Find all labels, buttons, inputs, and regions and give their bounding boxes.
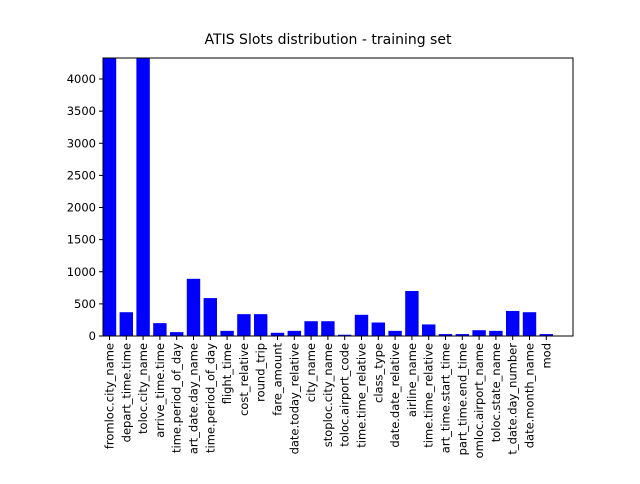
x-tick-label: omloc.airport_name — [472, 343, 486, 458]
x-tick-label: flight_time — [220, 343, 234, 404]
x-tick-label: city_name — [304, 343, 318, 402]
bar — [388, 330, 402, 336]
x-tick-label: toloc.state_name — [489, 343, 503, 442]
bar — [270, 332, 285, 336]
bar — [304, 321, 318, 336]
y-tick-label: 2000 — [67, 201, 96, 215]
bar — [237, 314, 251, 336]
x-tick-label: depart_time.time — [119, 343, 133, 442]
x-tick-label: time.period_of_day — [203, 343, 217, 453]
x-tick-label: part_time.end_time — [455, 343, 469, 455]
bar — [422, 324, 436, 336]
x-tick-label: date.month_name — [523, 343, 537, 448]
y-tick-label: 500 — [74, 297, 96, 311]
x-tick-label: t_date.day_number — [506, 343, 520, 455]
x-tick-label: fare_amount — [271, 343, 285, 416]
bar — [455, 334, 469, 336]
x-tick-label: toloc.airport_code — [338, 343, 352, 447]
x-tick-label: date.today_relative — [287, 343, 301, 454]
bar — [153, 323, 167, 336]
x-tick-label: fromloc.city_name — [103, 343, 117, 449]
x-tick-label: arrive_time.time — [153, 343, 167, 438]
bar — [203, 298, 217, 336]
bar — [103, 58, 117, 336]
x-tick-label: mod — [539, 343, 553, 369]
bar — [338, 334, 352, 336]
x-tick-label: airline_name — [405, 343, 419, 417]
bar — [371, 322, 385, 336]
bar — [539, 334, 553, 336]
x-tick-label: art_date.day_name — [187, 343, 201, 454]
plot-area — [103, 58, 553, 336]
bar — [287, 330, 301, 336]
bar — [170, 332, 184, 336]
x-tick-label: toloc.city_name — [136, 343, 150, 434]
y-tick-label: 0 — [89, 329, 96, 343]
y-tick-label: 1000 — [67, 265, 96, 279]
bar — [220, 330, 234, 336]
y-tick-label: 4000 — [67, 72, 96, 86]
x-tick-label: date.date_relative — [388, 343, 402, 448]
bar — [522, 312, 537, 336]
x-tick-label: time.period_of_day — [170, 343, 184, 453]
bar — [354, 314, 369, 336]
x-tick-label: time.time_relative — [422, 343, 436, 448]
x-tick-label: time.time_relative — [355, 343, 369, 448]
x-tick-label: stoploc.city_name — [321, 343, 335, 447]
bar — [438, 334, 453, 336]
x-tick-label: round_trip — [254, 343, 268, 402]
bar — [506, 310, 520, 336]
bar — [321, 321, 335, 336]
y-tick-label: 2500 — [67, 168, 96, 182]
x-tick-label: art_time.start_time — [439, 343, 453, 453]
x-tick-label: class_type — [371, 343, 385, 403]
bar — [472, 330, 486, 336]
y-tick-label: 3000 — [67, 136, 96, 150]
bar — [186, 278, 201, 336]
axes-frame — [102, 57, 574, 337]
chart-title: ATIS Slots distribution - training set — [205, 32, 452, 48]
bar — [136, 58, 150, 336]
y-tick-label: 1500 — [67, 233, 96, 247]
x-tick-label: cost_relative — [237, 343, 251, 416]
y-tick-label: 3500 — [67, 104, 96, 118]
bar — [254, 314, 268, 336]
bar — [489, 330, 503, 336]
bar — [119, 312, 133, 336]
bar — [405, 291, 419, 336]
